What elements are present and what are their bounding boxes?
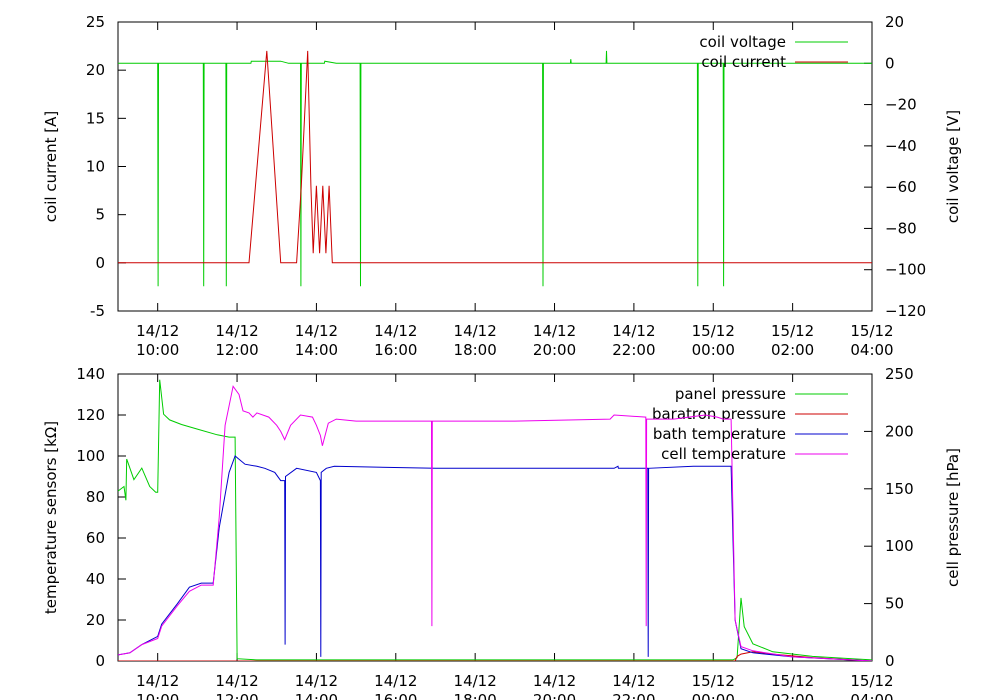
x-tick-time: 10:00 — [136, 691, 179, 700]
y-tick-label: 5 — [95, 206, 105, 224]
x-tick-date: 14/12 — [533, 322, 576, 340]
y2-tick-label: 150 — [885, 480, 914, 498]
y-tick-label: 0 — [95, 652, 105, 670]
x-tick-date: 14/12 — [612, 322, 655, 340]
y-tick-label: 25 — [86, 13, 105, 31]
x-tick-time: 22:00 — [612, 341, 655, 359]
y2-axis-label: cell pressure [hPa] — [944, 448, 962, 587]
x-tick-time: 16:00 — [374, 341, 417, 359]
x-tick-time: 04:00 — [850, 691, 893, 700]
y-tick-label: 120 — [76, 406, 105, 424]
series-line-panel-pressure — [118, 379, 872, 661]
y-tick-label: -5 — [90, 302, 105, 320]
x-tick-time: 02:00 — [771, 341, 814, 359]
x-tick-date: 14/12 — [215, 322, 258, 340]
x-tick-date: 14/12 — [295, 322, 338, 340]
x-tick-date: 14/12 — [533, 672, 576, 690]
x-tick-date: 15/12 — [692, 672, 735, 690]
y2-tick-label: 0 — [885, 652, 895, 670]
y2-tick-label: 250 — [885, 365, 914, 383]
x-tick-date: 15/12 — [850, 322, 893, 340]
series-line-bath-temperature — [118, 455, 872, 661]
y2-tick-label: 0 — [885, 54, 895, 72]
y-tick-label: 20 — [86, 611, 105, 629]
y2-tick-label: −80 — [885, 219, 917, 237]
legend-label-bath-temperature: bath temperature — [653, 425, 786, 443]
x-tick-date: 15/12 — [771, 672, 814, 690]
x-tick-time: 20:00 — [533, 341, 576, 359]
series-line-coil-voltage — [118, 50, 872, 287]
x-tick-time: 16:00 — [374, 691, 417, 700]
x-tick-date: 14/12 — [136, 672, 179, 690]
y2-axis-label: coil voltage [V] — [944, 110, 962, 223]
y-tick-label: 100 — [76, 447, 105, 465]
y2-tick-label: 100 — [885, 537, 914, 555]
series-line-cell-temperature — [118, 385, 872, 661]
x-tick-date: 14/12 — [215, 672, 258, 690]
x-tick-time: 04:00 — [850, 341, 893, 359]
y-tick-label: 10 — [86, 158, 105, 176]
y2-tick-label: −100 — [885, 261, 926, 279]
x-tick-date: 15/12 — [771, 322, 814, 340]
x-tick-date: 14/12 — [136, 322, 179, 340]
x-tick-time: 00:00 — [692, 341, 735, 359]
x-tick-date: 15/12 — [850, 672, 893, 690]
legend-label-baratron-pressure: baratron pressure — [652, 405, 786, 423]
y2-tick-label: 50 — [885, 595, 904, 613]
x-tick-time: 00:00 — [692, 691, 735, 700]
x-tick-time: 14:00 — [295, 691, 338, 700]
x-tick-time: 12:00 — [215, 691, 258, 700]
y2-tick-label: −20 — [885, 96, 917, 114]
y-tick-label: 80 — [86, 488, 105, 506]
x-tick-time: 18:00 — [454, 691, 497, 700]
x-tick-date: 14/12 — [454, 672, 497, 690]
legend-label-coil-current: coil current — [701, 53, 786, 71]
x-tick-date: 14/12 — [612, 672, 655, 690]
x-tick-date: 14/12 — [295, 672, 338, 690]
y-tick-label: 40 — [86, 570, 105, 588]
x-tick-date: 14/12 — [374, 672, 417, 690]
y2-tick-label: −120 — [885, 302, 926, 320]
x-tick-time: 12:00 — [215, 341, 258, 359]
legend-label-coil-voltage: coil voltage — [699, 33, 786, 51]
x-tick-date: 14/12 — [454, 322, 497, 340]
legend-label-panel-pressure: panel pressure — [675, 385, 786, 403]
y-axis-label: temperature sensors [kΩ] — [42, 421, 60, 614]
x-tick-time: 14:00 — [295, 341, 338, 359]
x-tick-time: 20:00 — [533, 691, 576, 700]
x-tick-time: 02:00 — [771, 691, 814, 700]
x-tick-time: 18:00 — [454, 341, 497, 359]
y2-tick-label: −40 — [885, 137, 917, 155]
y2-tick-label: 200 — [885, 422, 914, 440]
x-tick-date: 14/12 — [374, 322, 417, 340]
y-tick-label: 20 — [86, 61, 105, 79]
x-tick-time: 10:00 — [136, 341, 179, 359]
y-tick-label: 60 — [86, 529, 105, 547]
y-tick-label: 0 — [95, 254, 105, 272]
y2-tick-label: 20 — [885, 13, 904, 31]
y2-tick-label: −60 — [885, 178, 917, 196]
x-tick-date: 15/12 — [692, 322, 735, 340]
x-tick-time: 22:00 — [612, 691, 655, 700]
y-tick-label: 140 — [76, 365, 105, 383]
y-tick-label: 15 — [86, 109, 105, 127]
legend-label-cell-temperature: cell temperature — [661, 445, 786, 463]
y-axis-label: coil current [A] — [42, 111, 60, 222]
series-line-coil-current — [118, 50, 872, 264]
